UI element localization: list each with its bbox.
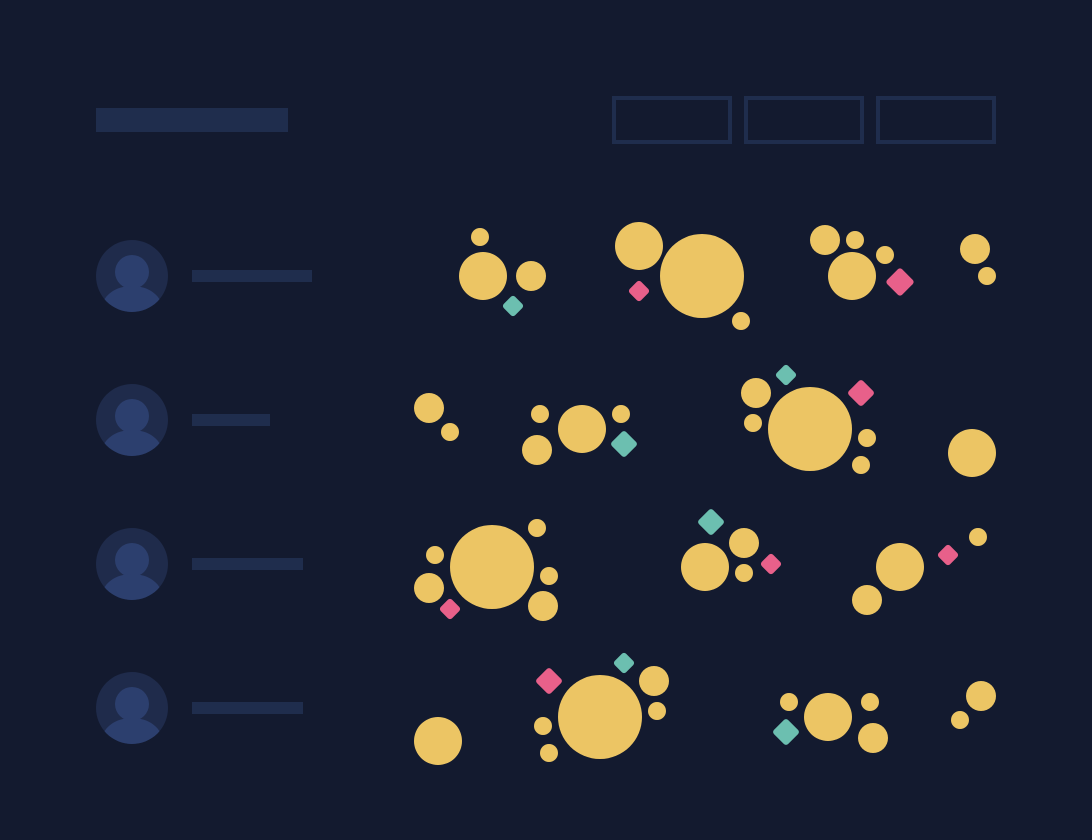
avatar-body — [102, 430, 162, 456]
user-row — [96, 672, 303, 744]
bubble — [852, 456, 870, 474]
bubble — [828, 252, 876, 300]
bubble — [540, 744, 558, 762]
diamond — [848, 380, 874, 406]
bubble — [531, 405, 549, 423]
bubble — [534, 717, 552, 735]
avatar-figure — [102, 687, 162, 744]
diamond — [502, 295, 524, 317]
title-placeholder — [96, 108, 288, 132]
user-row — [96, 528, 303, 600]
tab-button[interactable] — [876, 96, 996, 144]
diamond — [775, 364, 797, 386]
avatar-body — [102, 286, 162, 312]
bubble — [768, 387, 852, 471]
bubble — [948, 429, 996, 477]
bubble — [450, 525, 534, 609]
diamond — [760, 553, 782, 575]
diamond — [536, 668, 562, 694]
bubble — [729, 528, 759, 558]
tab-button[interactable] — [612, 96, 732, 144]
bubble — [978, 267, 996, 285]
bubble — [414, 393, 444, 423]
name-placeholder — [192, 270, 312, 282]
avatar-head — [115, 399, 149, 433]
bubble — [735, 564, 753, 582]
bubble — [861, 693, 879, 711]
bubble — [414, 573, 444, 603]
bubble — [516, 261, 546, 291]
name-placeholder — [192, 558, 303, 570]
bubble — [876, 543, 924, 591]
bubble — [540, 567, 558, 585]
bubble — [471, 228, 489, 246]
bubble — [639, 666, 669, 696]
bubble — [441, 423, 459, 441]
bubble — [858, 723, 888, 753]
user-row — [96, 240, 312, 312]
name-placeholder — [192, 414, 270, 426]
diamond — [773, 719, 799, 745]
diamond — [886, 268, 914, 296]
bubble — [426, 546, 444, 564]
diamond — [937, 544, 959, 566]
bubble — [804, 693, 852, 741]
bubble — [615, 222, 663, 270]
avatar-head — [115, 687, 149, 721]
user-row — [96, 384, 270, 456]
bubble — [846, 231, 864, 249]
bubble — [966, 681, 996, 711]
diamond — [611, 431, 637, 457]
avatar-body — [102, 574, 162, 600]
bubble — [969, 528, 987, 546]
bubble — [558, 675, 642, 759]
avatar-body — [102, 718, 162, 744]
avatar-figure — [102, 255, 162, 312]
bubble — [660, 234, 744, 318]
bubble — [858, 429, 876, 447]
bubble — [459, 252, 507, 300]
bubble — [612, 405, 630, 423]
bubble — [522, 435, 552, 465]
bubble — [852, 585, 882, 615]
avatar-figure — [102, 399, 162, 456]
bubble — [558, 405, 606, 453]
bubble — [681, 543, 729, 591]
bubble — [744, 414, 762, 432]
bubble — [528, 519, 546, 537]
bubble — [414, 717, 462, 765]
bubble — [741, 378, 771, 408]
bubble — [648, 702, 666, 720]
bubble — [780, 693, 798, 711]
bubble — [732, 312, 750, 330]
avatar-head — [115, 543, 149, 577]
diamond — [628, 280, 650, 302]
bubble — [951, 711, 969, 729]
avatar-head — [115, 255, 149, 289]
bubble — [876, 246, 894, 264]
diamond — [439, 598, 461, 620]
bubble — [960, 234, 990, 264]
diamond — [698, 509, 724, 535]
name-placeholder — [192, 702, 303, 714]
bubble — [810, 225, 840, 255]
diamond — [613, 652, 635, 674]
bubble — [528, 591, 558, 621]
tab-button[interactable] — [744, 96, 864, 144]
avatar-figure — [102, 543, 162, 600]
